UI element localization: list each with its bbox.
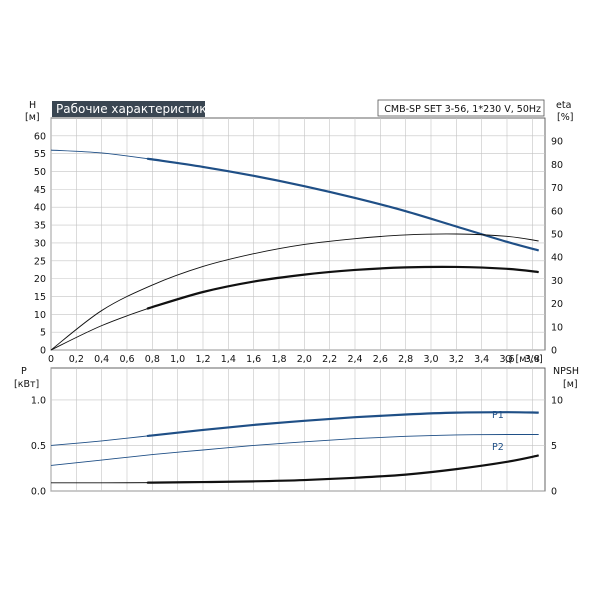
top-y-left-label-unit: [м] xyxy=(25,112,40,123)
bottom-y-right-tick-label: 5 xyxy=(551,441,557,452)
top-y-right-tick-label: 40 xyxy=(551,253,563,264)
pump-model-label: CMB-SP SET 3-56, 1*230 V, 50Hz xyxy=(384,104,541,115)
top-y-left-tick-label: 20 xyxy=(34,274,46,285)
bottom-y-left-tick-label: 1.0 xyxy=(31,395,46,406)
top-y-left-label-symbol: H xyxy=(29,100,36,111)
top-y-right-tick-label: 80 xyxy=(551,160,563,171)
x-tick-label: 3,8 xyxy=(525,354,540,365)
series-label-p1: P1 xyxy=(492,410,504,421)
bottom-y-right-tick-labels: 0 5 10 xyxy=(551,395,563,497)
x-tick-label: 1,8 xyxy=(271,354,286,365)
top-y-right-tick-label: 0 xyxy=(551,346,557,357)
x-tick-label: 1,4 xyxy=(221,354,236,365)
x-tick-label: 2,6 xyxy=(373,354,388,365)
top-series-2-operating-range xyxy=(146,265,539,310)
bottom-series-1-curve xyxy=(50,434,539,466)
bottom-plot-series xyxy=(50,411,539,484)
bottom-y-right-tick-label: 10 xyxy=(551,395,563,406)
x-tick-label: 1,0 xyxy=(170,354,185,365)
top-y-right-tick-label: 10 xyxy=(551,322,563,333)
bottom-series-0-operating-range xyxy=(146,411,539,438)
top-y-left-tick-label: 60 xyxy=(34,131,46,142)
x-tick-label: 3,2 xyxy=(449,354,464,365)
x-axis-label: Q [м³/ч] xyxy=(505,354,543,365)
top-y-left-tick-label: 5 xyxy=(40,328,46,339)
bottom-y-left-label-unit: [кВт] xyxy=(14,379,39,390)
top-series-1-curve xyxy=(50,233,539,351)
top-y-left-tick-label: 45 xyxy=(34,185,46,196)
series-label-p2: P2 xyxy=(492,442,504,453)
bottom-y-left-tick-label: 0.5 xyxy=(31,441,46,452)
top-y-left-tick-label: 35 xyxy=(34,221,46,232)
x-tick-label: 0 xyxy=(48,354,54,365)
top-y-right-label-unit: [%] xyxy=(557,112,573,123)
x-tick-label: 2,2 xyxy=(322,354,337,365)
bottom-y-left-tick-labels: 0.0 0.5 1.0 xyxy=(31,395,46,497)
top-y-right-label-symbol: eta xyxy=(556,100,571,111)
x-tick-label: 0,6 xyxy=(119,354,134,365)
x-tick-label: 2,4 xyxy=(347,354,362,365)
top-y-right-tick-label: 70 xyxy=(551,183,563,194)
x-tick-label: 0,8 xyxy=(145,354,160,365)
bottom-frame xyxy=(50,367,546,492)
top-y-right-tick-labels: 0 10 20 30 40 50 60 70 80 90 xyxy=(551,137,563,357)
x-tick-label: 1,6 xyxy=(246,354,261,365)
x-tick-label: 0,4 xyxy=(94,354,109,365)
top-y-right-tick-label: 50 xyxy=(551,230,563,241)
top-x-tick-labels: 0 0,2 0,4 0,6 0,8 1,0 1,2 1,4 1,6 1,8 2,0 2,2 2,4 2,6… xyxy=(48,354,540,365)
top-y-left-tick-label: 55 xyxy=(34,149,46,160)
top-y-right-tick-label: 30 xyxy=(551,276,563,287)
bottom-series-2-operating-range xyxy=(146,454,539,484)
x-tick-label: 3,0 xyxy=(423,354,438,365)
bottom-y-right-tick-label: 0 xyxy=(551,487,557,498)
x-tick-label: 2,8 xyxy=(398,354,413,365)
top-y-left-tick-label: 30 xyxy=(34,238,46,249)
top-y-left-tick-label: 40 xyxy=(34,203,46,214)
x-tick-label: 3,6 xyxy=(499,354,514,365)
x-tick-label: 0,2 xyxy=(69,354,84,365)
top-y-left-tick-label: 50 xyxy=(34,167,46,178)
top-y-left-tick-labels: 0 5 10 15 20 25 30 35 40 45 50 55 60 xyxy=(34,131,46,356)
bottom-y-right-label-symbol: NPSH xyxy=(553,366,579,377)
x-tick-label: 3,4 xyxy=(474,354,489,365)
top-y-left-tick-label: 15 xyxy=(34,292,46,303)
top-y-right-tick-label: 60 xyxy=(551,206,563,217)
chart-title-box xyxy=(52,101,205,117)
top-y-left-tick-label: 10 xyxy=(34,310,46,321)
bottom-plot-grid xyxy=(50,367,546,492)
top-y-right-tick-label: 20 xyxy=(551,299,563,310)
x-tick-label: 1,2 xyxy=(195,354,210,365)
top-y-left-tick-label: 0 xyxy=(40,346,46,357)
top-y-left-tick-label: 25 xyxy=(34,256,46,267)
bottom-y-right-label-unit: [м] xyxy=(563,379,578,390)
bottom-y-left-tick-label: 0.0 xyxy=(31,487,46,498)
x-tick-label: 2,0 xyxy=(297,354,312,365)
top-plot-series xyxy=(50,149,539,351)
model-box xyxy=(377,99,545,117)
bottom-y-left-label-symbol: P xyxy=(21,366,27,377)
top-y-right-tick-label: 90 xyxy=(551,137,563,148)
chart-title: Рабочие характеристики xyxy=(56,102,214,116)
